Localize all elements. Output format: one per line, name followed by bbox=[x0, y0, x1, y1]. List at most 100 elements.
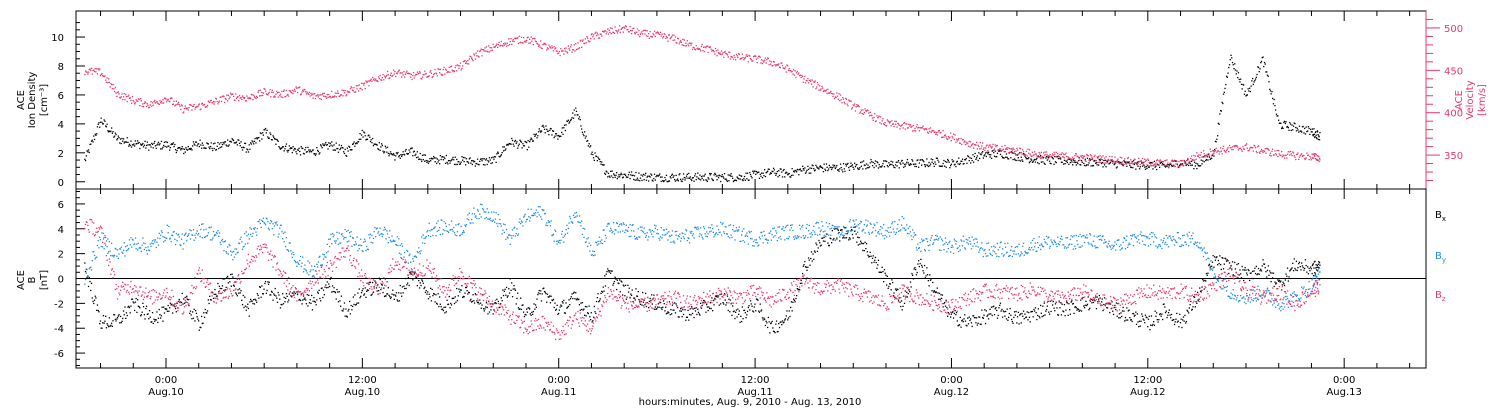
density-point bbox=[1051, 157, 1054, 159]
density-point bbox=[1248, 90, 1250, 92]
velocity-point bbox=[884, 122, 886, 124]
density-point bbox=[340, 147, 342, 149]
field-x-point bbox=[337, 301, 340, 303]
density-point bbox=[578, 118, 580, 120]
density-point bbox=[537, 135, 539, 137]
field-x-point bbox=[519, 308, 521, 310]
field-x-point bbox=[534, 308, 536, 310]
velocity-point bbox=[909, 124, 912, 126]
velocity-point bbox=[1314, 153, 1316, 155]
velocity-point bbox=[825, 89, 828, 91]
field-x-point bbox=[1177, 320, 1179, 322]
velocity-point bbox=[481, 55, 483, 57]
density-point bbox=[713, 174, 715, 176]
field-x-point bbox=[611, 270, 613, 272]
density-point bbox=[1198, 165, 1200, 167]
field-x-point bbox=[1171, 319, 1173, 322]
field-x-point bbox=[806, 269, 808, 271]
field-x-point bbox=[973, 317, 976, 319]
velocity-point bbox=[349, 88, 351, 90]
velocity-point bbox=[409, 73, 411, 75]
field-x-point bbox=[742, 318, 744, 320]
velocity-point bbox=[755, 58, 758, 60]
velocity-point bbox=[267, 94, 269, 96]
density-point bbox=[1253, 81, 1255, 83]
density-point bbox=[1001, 155, 1003, 157]
field-x-point bbox=[779, 321, 781, 323]
velocity-point bbox=[857, 105, 859, 107]
velocity-point bbox=[911, 125, 913, 127]
density-point bbox=[726, 179, 728, 181]
field-x-point bbox=[1127, 319, 1129, 321]
velocity-point bbox=[293, 88, 296, 90]
velocity-point bbox=[224, 101, 226, 104]
velocity-point bbox=[706, 45, 708, 47]
field-x-point bbox=[607, 268, 609, 270]
density-point bbox=[1191, 160, 1193, 162]
density-point bbox=[793, 170, 795, 172]
velocity-point bbox=[421, 78, 423, 80]
density-point bbox=[417, 156, 419, 158]
field-x-point bbox=[221, 287, 223, 290]
field-x-point bbox=[450, 302, 452, 305]
density-point bbox=[996, 152, 999, 154]
field-x-point bbox=[508, 292, 511, 294]
density-point bbox=[688, 172, 690, 175]
field-x-point bbox=[1001, 308, 1003, 311]
field-x-point bbox=[1130, 319, 1132, 321]
density-point bbox=[778, 174, 781, 177]
density-point bbox=[299, 154, 302, 156]
field-x-point bbox=[285, 293, 288, 295]
density-point bbox=[1310, 131, 1312, 133]
velocity-point bbox=[1067, 156, 1069, 158]
velocity-point bbox=[195, 106, 197, 109]
field-x-point bbox=[131, 298, 134, 300]
velocity-point bbox=[720, 53, 722, 55]
velocity-point bbox=[1007, 147, 1009, 149]
field-x-point bbox=[752, 310, 754, 312]
field-x-point bbox=[865, 243, 868, 245]
field-x-point bbox=[522, 304, 524, 306]
field-x-point bbox=[370, 294, 372, 296]
velocity-point bbox=[453, 70, 456, 73]
density-point bbox=[334, 149, 336, 151]
density-point bbox=[361, 129, 363, 132]
field-x-point bbox=[1232, 274, 1234, 276]
velocity-point bbox=[885, 125, 887, 127]
velocity-point bbox=[904, 128, 906, 130]
field-x-point bbox=[1199, 287, 1201, 289]
density-point bbox=[848, 169, 851, 171]
velocity-point bbox=[93, 70, 96, 73]
density-point bbox=[460, 161, 462, 163]
field-x-point bbox=[343, 308, 345, 310]
field-x-point bbox=[380, 288, 382, 291]
density-point bbox=[723, 173, 726, 175]
field-x-point bbox=[293, 294, 295, 296]
field-x-point bbox=[462, 295, 465, 298]
density-point bbox=[700, 179, 702, 181]
field-x-point bbox=[424, 286, 426, 288]
field-x-point bbox=[182, 303, 184, 305]
field-x-point bbox=[871, 262, 873, 264]
field-x-point bbox=[334, 292, 337, 294]
velocity-point bbox=[369, 80, 371, 82]
velocity-point bbox=[194, 108, 196, 110]
velocity-point bbox=[240, 96, 242, 99]
density-point bbox=[223, 143, 225, 145]
field-x-point bbox=[308, 302, 311, 304]
field-x-point bbox=[1026, 311, 1028, 313]
field-x-point bbox=[526, 311, 528, 313]
density-point bbox=[567, 119, 569, 121]
density-point bbox=[1239, 81, 1241, 83]
velocity-point bbox=[414, 75, 416, 77]
velocity-point bbox=[118, 93, 120, 95]
field-x-point bbox=[1074, 306, 1077, 308]
field-x-point bbox=[1006, 308, 1008, 310]
field-x-point bbox=[456, 287, 458, 290]
density-point bbox=[215, 148, 218, 151]
velocity-point bbox=[1141, 161, 1143, 163]
velocity-point bbox=[1222, 148, 1224, 150]
density-point bbox=[396, 153, 398, 155]
field-x-point bbox=[148, 318, 150, 320]
